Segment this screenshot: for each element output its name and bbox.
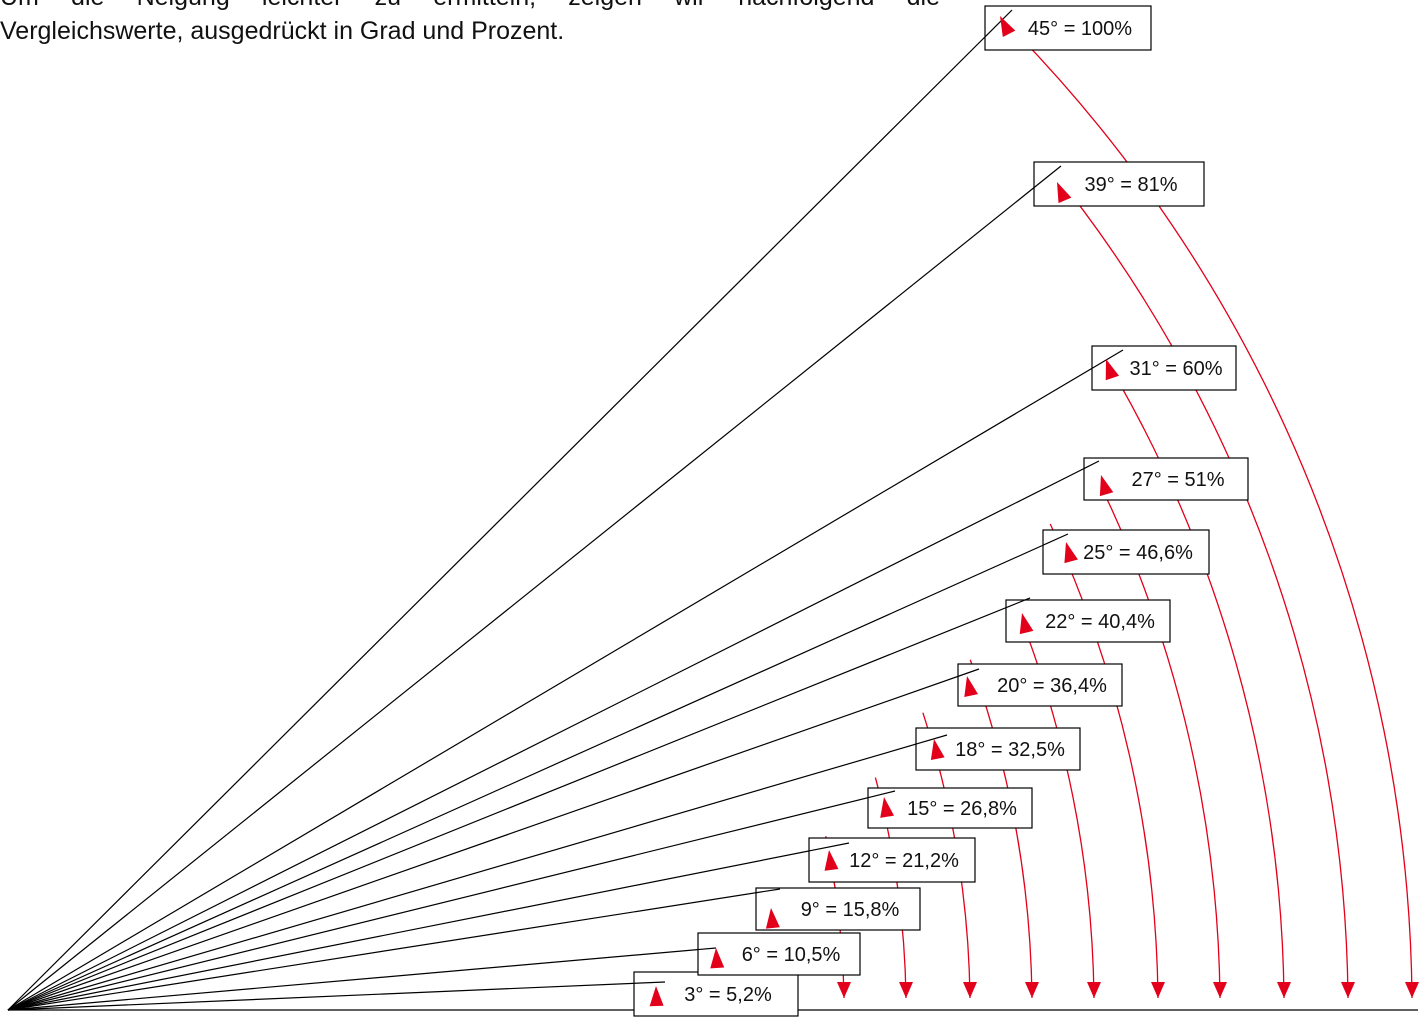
intro-line-2: Vergleichswerte, ausgedrückt in Grad und… bbox=[0, 17, 565, 45]
slope-12-deg: 12° = 21,2% bbox=[7, 837, 976, 1011]
slope-line-end bbox=[1005, 597, 1031, 609]
slope-20-deg: 20° = 36,4% bbox=[7, 663, 1123, 1011]
arrow-down-icon bbox=[963, 982, 977, 998]
slope-line-end bbox=[957, 668, 980, 677]
measurement-arc bbox=[1048, 166, 1349, 999]
slope-line bbox=[7, 790, 896, 1011]
label-box bbox=[867, 787, 1033, 829]
slope-18-deg: 18° = 32,5% bbox=[7, 727, 1081, 1011]
slope-label: 18° = 32,5% bbox=[955, 739, 1065, 761]
arrow-up-icon bbox=[1099, 475, 1114, 497]
slope-9-deg: 9° = 15,8% bbox=[7, 887, 921, 1011]
intro-line-1: Um die Neigung leichter zu ermitteln, ze… bbox=[0, 0, 940, 14]
slope-line-end bbox=[697, 947, 717, 951]
slope-label: 9° = 15,8% bbox=[801, 899, 900, 921]
slope-label: 25° = 46,6% bbox=[1083, 542, 1193, 564]
slope-line bbox=[7, 981, 666, 1011]
label-box bbox=[697, 932, 861, 976]
slope-label: 6° = 10,5% bbox=[742, 944, 841, 966]
measurement-arc bbox=[1087, 459, 1221, 999]
slope-27-deg: 27° = 51% bbox=[7, 457, 1249, 1011]
arrow-up-icon bbox=[1057, 182, 1072, 204]
measurement-arc bbox=[1014, 602, 1095, 999]
slope-label: 27° = 51% bbox=[1131, 469, 1224, 491]
slope-label: 12° = 21,2% bbox=[849, 850, 959, 872]
arrow-down-icon bbox=[899, 982, 913, 998]
slope-line-end bbox=[915, 734, 948, 745]
slope-6-deg: 6° = 10,5% bbox=[7, 932, 861, 1011]
slope-line bbox=[7, 597, 1031, 1011]
slope-line-end bbox=[1091, 349, 1124, 369]
slope-15-deg: 15° = 26,8% bbox=[7, 787, 1033, 1011]
label-box bbox=[957, 663, 1123, 707]
arrow-up-icon bbox=[1064, 542, 1078, 564]
slope-22-deg: 22° = 40,4% bbox=[7, 597, 1171, 1011]
label-box bbox=[633, 971, 799, 1017]
slope-label: 15° = 26,8% bbox=[907, 798, 1017, 820]
measurement-arc bbox=[1049, 523, 1159, 999]
measurement-arc bbox=[969, 659, 1033, 999]
measurement-arc bbox=[1101, 352, 1285, 999]
intro-text: Um die Neigung leichter zu ermitteln, ze… bbox=[0, 0, 940, 48]
arrow-up-icon bbox=[710, 948, 725, 969]
slope-line-end bbox=[808, 842, 850, 852]
slope-31-deg: 31° = 60% bbox=[7, 345, 1237, 1011]
slope-39-deg: 39° = 81% bbox=[7, 161, 1205, 1011]
arrow-up-icon bbox=[1000, 16, 1016, 37]
slope-line bbox=[7, 460, 1100, 1011]
arrow-up-icon bbox=[1019, 613, 1034, 635]
label-box bbox=[1083, 457, 1249, 501]
slope-line bbox=[7, 533, 1069, 1011]
slope-line bbox=[7, 888, 781, 1011]
arrow-down-icon bbox=[1213, 982, 1227, 998]
slope-line-end bbox=[1042, 533, 1069, 546]
arrow-up-icon bbox=[930, 739, 945, 760]
arrow-up-icon bbox=[964, 676, 979, 698]
arrow-down-icon bbox=[1151, 982, 1165, 998]
slope-line bbox=[7, 165, 1062, 1011]
arrow-down-icon bbox=[1087, 982, 1101, 998]
slope-label: 39° = 81% bbox=[1084, 174, 1177, 196]
slope-line bbox=[7, 349, 1124, 1011]
measurement-arc bbox=[1000, 16, 1413, 999]
label-box bbox=[755, 887, 921, 931]
label-box bbox=[984, 5, 1152, 51]
label-box bbox=[915, 727, 1081, 771]
slope-label: 45° = 100% bbox=[1028, 18, 1132, 40]
slope-line-end bbox=[1033, 165, 1062, 189]
slope-line bbox=[7, 668, 980, 1011]
arrow-down-icon bbox=[1025, 982, 1039, 998]
slope-line bbox=[7, 947, 717, 1011]
arrow-down-icon bbox=[1341, 982, 1355, 998]
slope-line-end bbox=[633, 981, 666, 984]
slope-label: 31° = 60% bbox=[1129, 358, 1222, 380]
arrow-up-icon bbox=[1105, 359, 1120, 381]
slope-line-end bbox=[1083, 460, 1100, 470]
arrow-down-icon bbox=[1277, 982, 1291, 998]
arrow-up-icon bbox=[649, 986, 664, 1007]
slope-line bbox=[7, 842, 850, 1011]
slope-45-deg: 45° = 100% bbox=[7, 5, 1152, 1011]
label-box bbox=[1005, 599, 1171, 643]
arrow-down-icon bbox=[1405, 982, 1419, 998]
arrow-down-icon bbox=[837, 982, 851, 998]
arrow-up-icon bbox=[765, 908, 780, 929]
arrow-up-icon bbox=[824, 850, 839, 871]
slope-line bbox=[7, 9, 1013, 1011]
slope-label: 3° = 5,2% bbox=[684, 984, 772, 1006]
slope-line-end bbox=[867, 790, 896, 799]
slope-line bbox=[7, 734, 948, 1011]
slope-3-deg: 3° = 5,2% bbox=[7, 971, 799, 1017]
slope-label: 22° = 40,4% bbox=[1045, 611, 1155, 633]
slope-25-deg: 25° = 46,6% bbox=[7, 529, 1210, 1011]
slope-line-end bbox=[755, 888, 781, 894]
slope-line-end bbox=[984, 9, 1013, 38]
label-box bbox=[1091, 345, 1237, 391]
arrow-up-icon bbox=[880, 797, 895, 818]
slope-label: 20° = 36,4% bbox=[997, 675, 1107, 697]
